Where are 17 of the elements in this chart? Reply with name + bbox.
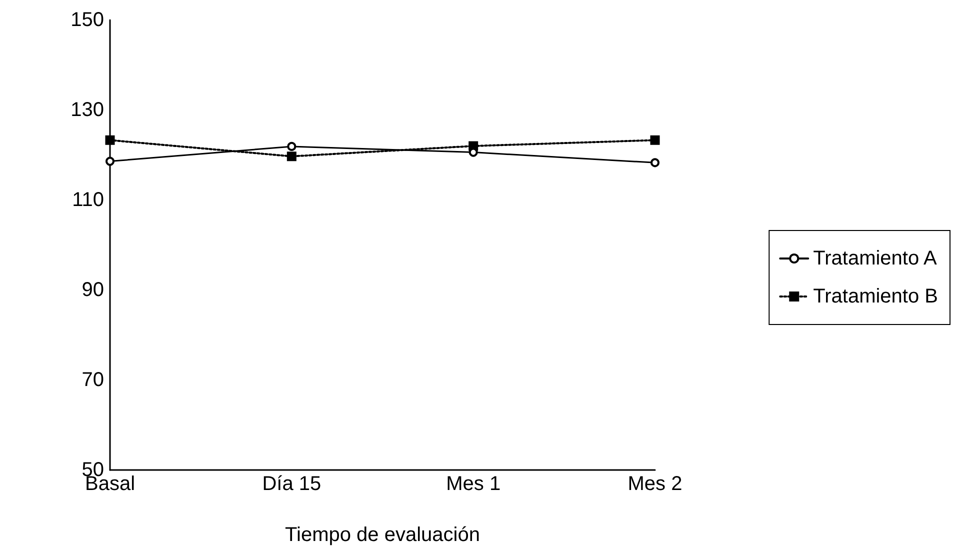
x-tick-label: Mes 1 xyxy=(446,473,501,495)
y-tick-label: 70 xyxy=(82,369,104,391)
y-tick-label: 150 xyxy=(70,9,104,31)
point xyxy=(650,158,660,168)
point xyxy=(106,156,114,166)
point xyxy=(287,142,296,151)
point xyxy=(105,135,115,145)
x-axis-title: Tiempo de evaluación xyxy=(285,524,480,546)
y-tick-label: 130 xyxy=(70,99,104,121)
point xyxy=(650,135,660,145)
x-tick-label: Mes 2 xyxy=(628,473,682,495)
legend-label: Tratamiento A xyxy=(813,248,938,270)
legend-label: Tratamiento B xyxy=(813,286,938,308)
point xyxy=(286,152,296,162)
x-tick-label: Día 15 xyxy=(262,473,322,495)
y-tick-label: 110 xyxy=(72,189,104,211)
y-tick-label: 90 xyxy=(82,279,104,301)
